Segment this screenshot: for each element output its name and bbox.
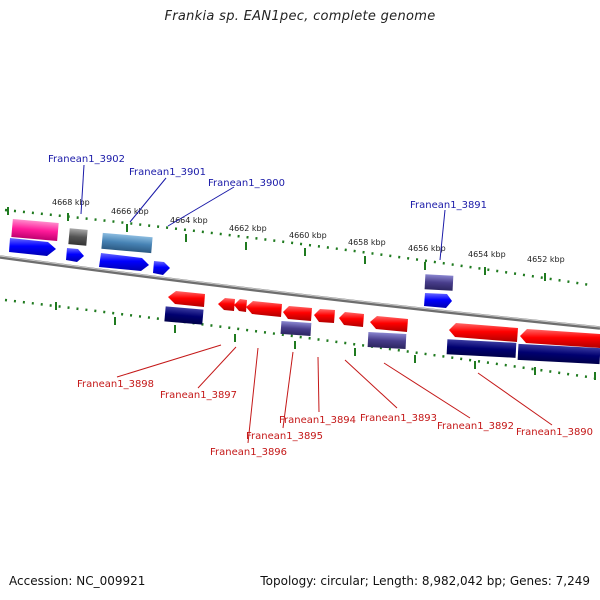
map-title: Frankia sp. EAN1pec, complete genome bbox=[164, 9, 436, 24]
gene-feature[interactable] bbox=[314, 309, 335, 323]
scale-label: 4660 kbp bbox=[289, 231, 327, 240]
gene-feature[interactable] bbox=[424, 293, 452, 308]
gene-feature[interactable] bbox=[520, 329, 600, 348]
scale-label: 4666 kbp bbox=[111, 207, 149, 216]
gene-feature[interactable] bbox=[168, 291, 205, 307]
reverse-strand-genes bbox=[164, 291, 600, 365]
scale-label: 4668 kbp bbox=[52, 198, 90, 207]
gene-label[interactable]: Franean1_3902 bbox=[48, 154, 125, 165]
top-leader-lines bbox=[80, 164, 446, 261]
scale-label: 4652 kbp bbox=[527, 255, 565, 264]
gene-feature[interactable] bbox=[99, 253, 149, 271]
scale-label: 4662 kbp bbox=[229, 224, 267, 233]
gene-feature[interactable] bbox=[101, 232, 153, 254]
gene-feature[interactable] bbox=[424, 274, 454, 291]
gene-feature[interactable] bbox=[446, 339, 517, 358]
gene-feature[interactable] bbox=[153, 261, 170, 275]
gene-label[interactable]: Franean1_3893 bbox=[360, 413, 437, 424]
gene-label[interactable]: Franean1_3890 bbox=[516, 427, 593, 438]
gene-feature[interactable] bbox=[66, 248, 84, 262]
scale-label: 4658 kbp bbox=[348, 238, 386, 247]
gene-label[interactable]: Franean1_3891 bbox=[410, 200, 487, 211]
gene-feature[interactable] bbox=[280, 320, 312, 337]
gene-feature[interactable] bbox=[164, 306, 204, 325]
gene-feature[interactable] bbox=[449, 323, 518, 342]
gene-feature[interactable] bbox=[367, 332, 407, 349]
gene-feature[interactable] bbox=[339, 312, 364, 327]
gene-feature[interactable] bbox=[370, 316, 408, 332]
gene-label[interactable]: Franean1_3895 bbox=[246, 431, 323, 442]
gene-feature[interactable] bbox=[517, 343, 600, 365]
lower-scale bbox=[4, 298, 596, 380]
gene-feature[interactable] bbox=[218, 298, 235, 311]
scale-label: 4664 kbp bbox=[170, 216, 208, 225]
gene-feature[interactable] bbox=[283, 306, 312, 321]
bottom-leader-lines bbox=[116, 344, 553, 444]
gene-feature[interactable] bbox=[68, 228, 88, 246]
genome-summary-text: Topology: circular; Length: 8,982,042 bp… bbox=[260, 574, 590, 588]
upper-scale bbox=[4, 207, 591, 287]
gene-label[interactable]: Franean1_3896 bbox=[210, 447, 287, 458]
gene-feature[interactable] bbox=[246, 301, 282, 317]
chromosome-backbone bbox=[0, 255, 600, 330]
scale-label: 4656 kbp bbox=[408, 244, 446, 253]
gene-feature[interactable] bbox=[234, 299, 247, 312]
scale-label: 4654 kbp bbox=[468, 250, 506, 259]
gene-feature[interactable] bbox=[11, 219, 59, 241]
gene-label[interactable]: Franean1_3897 bbox=[160, 390, 237, 401]
gene-feature[interactable] bbox=[9, 238, 56, 256]
gene-label[interactable]: Franean1_3894 bbox=[279, 415, 356, 426]
gene-label[interactable]: Franean1_3900 bbox=[208, 178, 285, 189]
forward-strand-genes bbox=[9, 219, 454, 308]
gene-label[interactable]: Franean1_3892 bbox=[437, 421, 514, 432]
accession-text: Accession: NC_009921 bbox=[9, 574, 146, 588]
gene-label[interactable]: Franean1_3901 bbox=[129, 167, 206, 178]
gene-label[interactable]: Franean1_3898 bbox=[77, 379, 154, 390]
